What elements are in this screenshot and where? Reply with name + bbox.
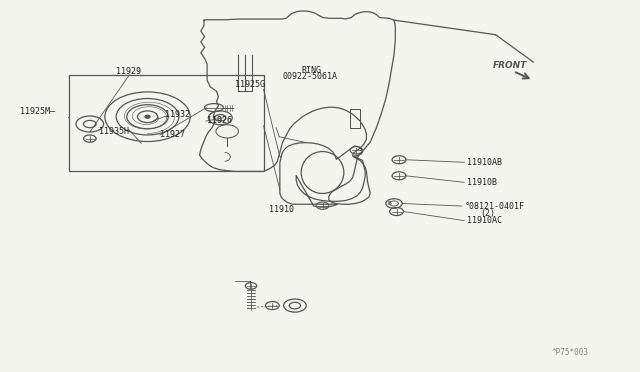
Text: °08121-0401F: °08121-0401F xyxy=(464,202,524,211)
Text: 00922-5061A: 00922-5061A xyxy=(282,72,337,81)
Text: (2): (2) xyxy=(480,209,495,218)
Text: 11929: 11929 xyxy=(116,67,141,76)
Text: ^P75*003: ^P75*003 xyxy=(552,347,589,357)
Text: 11910B: 11910B xyxy=(467,178,497,187)
Text: 11926: 11926 xyxy=(207,116,232,125)
Text: FRONT: FRONT xyxy=(493,61,527,70)
Bar xyxy=(69,75,264,171)
Text: 11932: 11932 xyxy=(165,110,190,119)
Text: RING: RING xyxy=(301,65,321,74)
Text: 11935H: 11935H xyxy=(99,127,129,136)
Text: 11910AC: 11910AC xyxy=(467,216,502,225)
Text: B: B xyxy=(388,201,392,206)
Circle shape xyxy=(145,115,150,118)
Text: 11925M―: 11925M― xyxy=(20,107,55,116)
Bar xyxy=(350,109,360,128)
Text: 11925G: 11925G xyxy=(236,80,266,89)
Text: 11927: 11927 xyxy=(160,131,185,140)
Text: 11910: 11910 xyxy=(269,205,294,214)
Text: 11910AB: 11910AB xyxy=(467,158,502,167)
